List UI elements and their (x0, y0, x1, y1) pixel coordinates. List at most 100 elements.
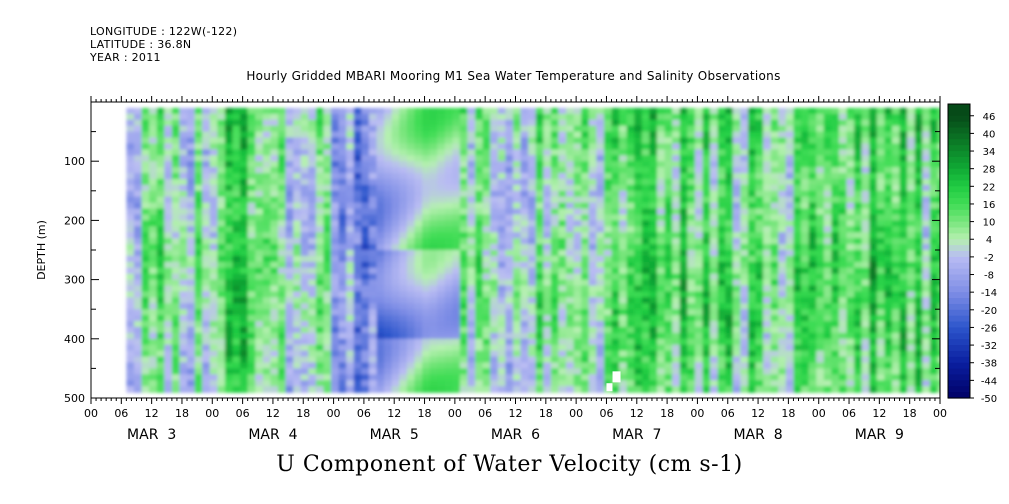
heatmap-cell (346, 297, 355, 305)
heatmap-cell (778, 214, 787, 222)
heatmap-cell (528, 161, 537, 168)
heatmap-cell (255, 279, 264, 287)
heatmap-cell (391, 350, 401, 358)
heatmap-cell (710, 332, 719, 340)
heatmap-cell (224, 303, 234, 310)
heatmap-cell (664, 125, 673, 133)
heatmap-cell (308, 143, 317, 151)
heatmap-cell (687, 125, 696, 133)
heatmap-cell (414, 356, 423, 364)
heatmap-cell (816, 374, 825, 382)
heatmap-cell (323, 321, 332, 328)
heatmap-cell (217, 279, 226, 287)
heatmap-cell (566, 244, 575, 251)
heatmap-cell (535, 303, 545, 310)
heatmap-cell (331, 273, 340, 281)
heatmap-cell (490, 137, 499, 145)
heatmap-cell (755, 190, 764, 198)
heatmap-cell (277, 321, 287, 328)
heatmap-cell (861, 131, 871, 139)
heatmap-cell (664, 161, 673, 168)
heatmap-cell (512, 362, 522, 370)
heatmap-cell (687, 303, 696, 310)
heatmap-cell (710, 273, 719, 281)
heatmap-cell (277, 344, 287, 352)
heatmap-cell (763, 178, 772, 186)
heatmap-cell (672, 190, 681, 198)
heatmap-cell (763, 315, 772, 322)
heatmap-cell (384, 232, 393, 239)
heatmap-cell (884, 178, 893, 186)
heatmap-cell (505, 315, 514, 322)
heatmap-cell (156, 356, 166, 364)
heatmap-cell (679, 113, 689, 121)
heatmap-cell (406, 131, 416, 139)
heatmap-cell (247, 143, 257, 151)
heatmap-cell (558, 220, 567, 228)
heatmap-cell (785, 250, 795, 257)
heatmap-cell (293, 178, 302, 186)
heatmap-cell (672, 113, 681, 121)
heatmap-cell (823, 386, 833, 393)
heatmap-cell (907, 261, 916, 269)
heatmap-cell (490, 267, 499, 275)
heatmap-cell (255, 244, 264, 251)
heatmap-cell (785, 113, 795, 121)
heatmap-cell (596, 244, 605, 251)
heatmap-cell (240, 208, 249, 216)
heatmap-cell (740, 155, 749, 162)
heatmap-cell (141, 125, 150, 133)
heatmap-cell (816, 167, 825, 174)
heatmap-cell (816, 149, 825, 157)
heatmap-cell (899, 208, 908, 216)
heatmap-cell (543, 344, 552, 352)
heatmap-cell (611, 214, 620, 222)
heatmap-cell (558, 208, 567, 216)
heatmap-cell (899, 178, 908, 186)
heatmap-cell (710, 344, 719, 352)
heatmap-cell (672, 173, 681, 180)
heatmap-cell (694, 315, 704, 322)
heatmap-cell (224, 178, 234, 186)
heatmap-cell (763, 350, 772, 358)
heatmap-cell (179, 173, 188, 180)
heatmap-cell (300, 244, 310, 251)
heatmap-cell (732, 362, 742, 370)
heatmap-cell (399, 107, 408, 115)
heatmap-cell (891, 267, 901, 275)
heatmap-cell (634, 131, 643, 139)
heatmap-cell (816, 155, 825, 162)
heatmap-cell (664, 220, 673, 228)
heatmap-cell (649, 184, 658, 192)
heatmap-cell (861, 374, 871, 382)
heatmap-cell (891, 107, 901, 115)
heatmap-cell (384, 344, 393, 352)
heatmap-cell (133, 167, 143, 174)
heatmap-cell (732, 131, 742, 139)
heatmap-cell (672, 226, 681, 234)
heatmap-cell (512, 125, 522, 133)
heatmap-cell (171, 137, 181, 145)
heatmap-cell (368, 232, 378, 239)
heatmap-cell (171, 279, 181, 287)
heatmap-cell (368, 226, 378, 234)
heatmap-cell (346, 261, 355, 269)
heatmap-cell (217, 255, 226, 263)
heatmap-cell (482, 131, 492, 139)
heatmap-cell (785, 297, 795, 305)
heatmap-cell (141, 244, 150, 251)
heatmap-cell (262, 362, 272, 370)
heatmap-cell (649, 214, 658, 222)
heatmap-cell (634, 107, 643, 115)
heatmap-cell (406, 226, 416, 234)
heatmap-cell (876, 350, 886, 358)
heatmap-cell (520, 303, 529, 310)
heatmap-cell (240, 368, 249, 376)
heatmap-cell (679, 350, 689, 358)
heatmap-cell (535, 232, 545, 239)
heatmap-cell (588, 315, 598, 322)
heatmap-cell (755, 238, 764, 245)
heatmap-cell (323, 273, 332, 281)
heatmap-cell (861, 255, 871, 263)
heatmap-cell (831, 149, 840, 157)
